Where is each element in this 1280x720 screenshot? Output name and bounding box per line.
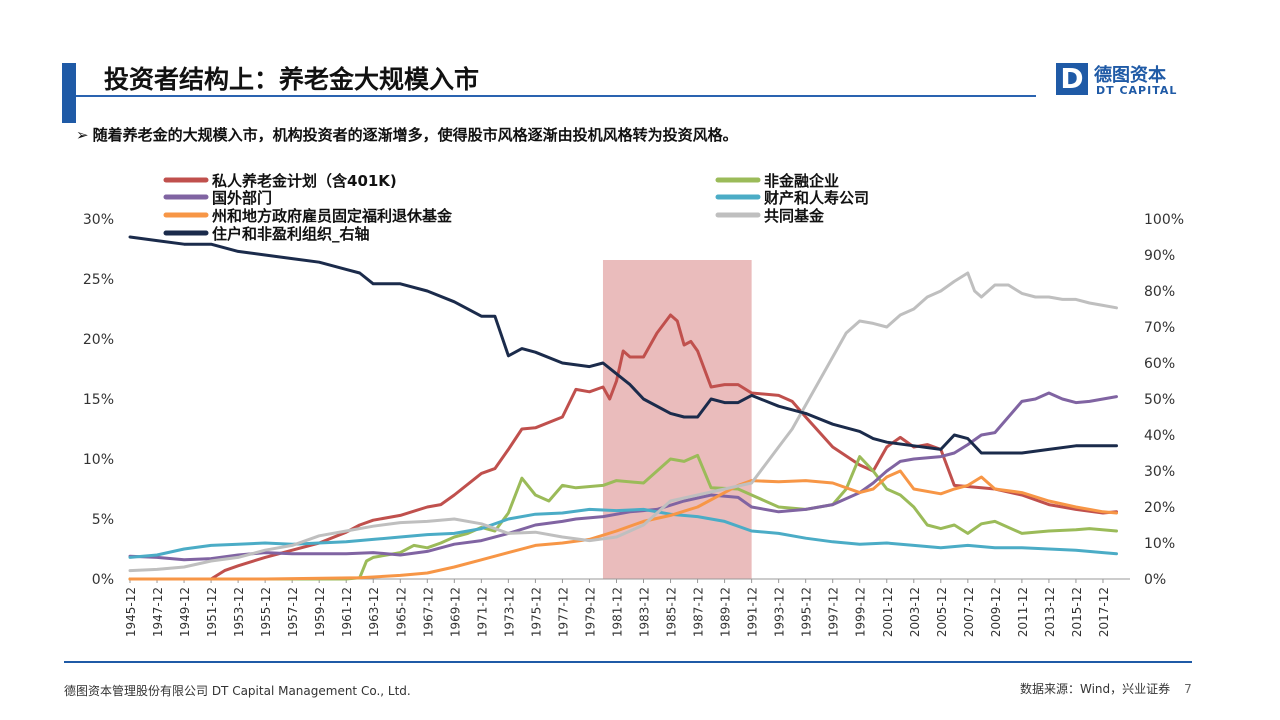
x-tick-label: 2009-12 [989,587,1003,637]
x-tick-label: 1985-12 [665,587,679,637]
y-right-tick-label: 100% [1144,212,1184,228]
legend-label: 私人养老金计划（含401K) [211,172,397,190]
y-right-tick-label: 30% [1144,464,1175,480]
x-tick-label: 1997-12 [827,587,841,637]
legend-label: 住户和非盈利组织_右轴 [212,225,370,243]
title-accent-bar [62,63,76,123]
x-tick-label: 1993-12 [773,587,787,637]
x-tick-label: 1949-12 [178,587,192,637]
y-right-tick-label: 20% [1144,500,1175,516]
x-tick-label: 2007-12 [962,587,976,637]
x-tick-label: 1983-12 [638,587,652,637]
footer-divider [64,661,1192,663]
x-tick-label: 1995-12 [800,587,814,637]
dt-logo-icon: D [1056,63,1088,95]
legend-label: 财产和人寿公司 [764,189,869,207]
y-left-tick-label: 30% [83,212,114,228]
title-underline [76,95,1036,97]
x-tick-label: 2011-12 [1016,587,1030,637]
x-tick-label: 2003-12 [908,587,922,637]
y-right-tick-label: 50% [1144,392,1175,408]
x-tick-label: 2001-12 [881,587,895,637]
series-line [128,235,1118,455]
x-tick-label: 1973-12 [502,587,516,637]
legend-label: 共同基金 [764,207,825,225]
x-tick-label: 2017-12 [1097,587,1111,637]
y-right-tick-label: 90% [1144,248,1175,264]
page-number: 7 [1184,682,1192,696]
x-tick-label: 1969-12 [448,587,462,637]
x-tick-label: 1955-12 [259,587,273,637]
x-tick-label: 1961-12 [340,587,354,637]
pension-investor-structure-chart: 0% 5% 10% 15% 20% 25% 30% 0% 10% 20% 30% 40% 50% 60% 7… [83,172,1184,637]
x-tick-label: 1991-12 [746,587,760,637]
x-tick-label: 1967-12 [421,587,435,637]
x-tick-label: 1953-12 [232,587,246,637]
series-line [128,271,1118,573]
x-tick-label: 1977-12 [556,587,570,637]
x-tick-label: 1999-12 [854,587,868,637]
series-line [128,391,1118,562]
y-left-tick-label: 15% [83,392,114,408]
x-tick-label: 1963-12 [367,587,381,637]
footer-company: 德图资本管理股份有限公司 DT Capital Management Co., … [64,684,411,698]
x-tick-label: 1947-12 [151,587,165,637]
page-title: 投资者结构上：养老金大规模入市 [104,65,480,94]
series-line [128,453,1118,581]
y-left-tick-label: 5% [92,512,114,528]
x-tick-label: 1951-12 [205,587,219,637]
arrow-bullet-icon: ➢ [76,126,89,144]
x-tick-label: 1945-12 [124,587,138,637]
source-text: 数据来源：Wind，兴业证券 [1020,682,1171,696]
x-tick-label: 1957-12 [286,587,300,637]
x-tick-label: 1981-12 [610,587,624,637]
subtitle-text: 随着养老金的大规模入市，机构投资者的逐渐增多，使得股市风格逐渐由投机风格转为投资… [92,126,738,144]
y-left-tick-label: 25% [83,272,114,288]
y-right-tick-label: 60% [1144,356,1175,372]
x-tick-label: 1971-12 [475,587,489,637]
y-left-tick-label: 20% [83,332,114,348]
series-line [128,313,1118,581]
legend-label: 国外部门 [212,189,272,207]
y-right-tick-label: 10% [1144,536,1175,552]
x-tick-label: 1987-12 [692,587,706,637]
legend-label: 州和地方政府雇员固定福利退休基金 [211,207,453,225]
logo-english-name: DT CAPITAL [1096,84,1178,97]
logo-chinese-name: 德图资本 [1094,65,1166,86]
y-left-tick-label: 10% [83,452,114,468]
footer-source: 数据来源：Wind，兴业证券 7 [1020,680,1192,697]
series-line [128,469,1118,581]
x-tick-label: 1989-12 [719,587,733,637]
subtitle: ➢ 随着养老金的大规模入市，机构投资者的逐渐增多，使得股市风格逐渐由投机风格转为投… [76,124,738,145]
y-right-tick-label: 0% [1144,572,1166,588]
y-right-tick-label: 80% [1144,284,1175,300]
x-tick-label: 2005-12 [935,587,949,637]
x-tick-label: 1959-12 [313,587,327,637]
x-tick-label: 1979-12 [583,587,597,637]
highlight-band [602,260,752,579]
x-tick-label: 2013-12 [1043,587,1057,637]
x-tick-label: 1965-12 [394,587,408,637]
legend-label: 非金融企业 [764,172,839,190]
x-tick-label: 2015-12 [1070,587,1084,637]
y-right-tick-label: 70% [1144,320,1175,336]
y-left-tick-label: 0% [92,572,114,588]
x-tick-label: 1975-12 [529,587,543,637]
y-right-tick-label: 40% [1144,428,1175,444]
